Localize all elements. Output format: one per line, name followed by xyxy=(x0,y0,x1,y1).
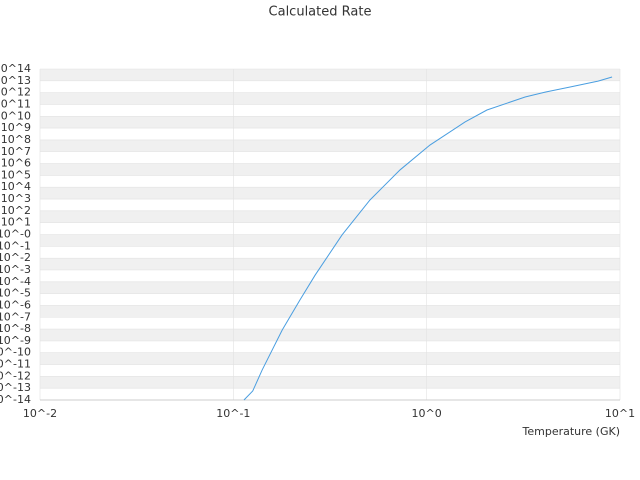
x-tick-label: 10^-1 xyxy=(216,407,250,420)
y-tick-label: 10^12 xyxy=(0,86,31,99)
y-tick-label: 10^11 xyxy=(0,97,31,110)
data-line xyxy=(243,76,613,401)
grid-band xyxy=(40,305,620,318)
grid-band xyxy=(40,376,620,389)
grid-band xyxy=(40,234,620,247)
y-tick-label: 10^8 xyxy=(1,133,31,146)
y-tick-label: 10^-14 xyxy=(0,393,31,406)
grid-band xyxy=(40,258,620,270)
chart-title: Calculated Rate xyxy=(269,5,372,20)
y-tick-label: 10^-8 xyxy=(0,322,31,335)
y-tick-label: 10^-0 xyxy=(0,228,31,241)
x-tick-label: 10^0 xyxy=(412,407,442,420)
y-tick-label: 10^2 xyxy=(1,204,31,217)
y-tick-label: 10^3 xyxy=(1,192,31,205)
x-axis-label: Temperature (GK) xyxy=(522,425,621,438)
grid-band xyxy=(40,116,620,129)
y-tick-label: 10^10 xyxy=(0,109,31,122)
y-tick-label: 10^-10 xyxy=(0,346,31,359)
grid-band xyxy=(40,210,620,223)
grid-band xyxy=(40,187,620,200)
grid-band xyxy=(40,69,620,81)
y-tick-label: 10^7 xyxy=(1,145,31,158)
y-tick-label: 10^-11 xyxy=(0,358,31,371)
grid-band xyxy=(40,352,620,365)
x-tick-label: 10^1 xyxy=(605,407,635,420)
y-tick-label: 10^-13 xyxy=(0,381,31,394)
y-tick-label: 10^9 xyxy=(1,121,31,134)
y-tick-label: 10^-9 xyxy=(0,334,31,347)
y-tick-label: 10^6 xyxy=(1,157,31,170)
y-tick-label: 10^-6 xyxy=(0,298,31,311)
y-tick-label: 10^-12 xyxy=(0,369,31,382)
y-tick-label: 10^-1 xyxy=(0,239,31,252)
grid-band xyxy=(40,139,620,152)
grid-band xyxy=(40,329,620,341)
grid-band xyxy=(40,281,620,294)
y-tick-label: 10^5 xyxy=(1,168,31,181)
y-tick-label: 10^-2 xyxy=(0,251,31,264)
y-tick-label: 10^-3 xyxy=(0,263,31,276)
grid-band xyxy=(40,163,620,176)
y-tick-label: 10^-4 xyxy=(0,275,31,288)
y-tick-label: 10^-7 xyxy=(0,310,31,323)
y-tick-label: 10^1 xyxy=(1,216,31,229)
y-tick-label: 10^-5 xyxy=(0,287,31,300)
x-tick-label: 10^-2 xyxy=(23,407,57,420)
grid-band xyxy=(40,92,620,105)
y-tick-label: 10^4 xyxy=(1,180,31,193)
y-tick-label: 10^13 xyxy=(0,74,31,87)
y-tick-label: 10^14 xyxy=(0,62,31,75)
